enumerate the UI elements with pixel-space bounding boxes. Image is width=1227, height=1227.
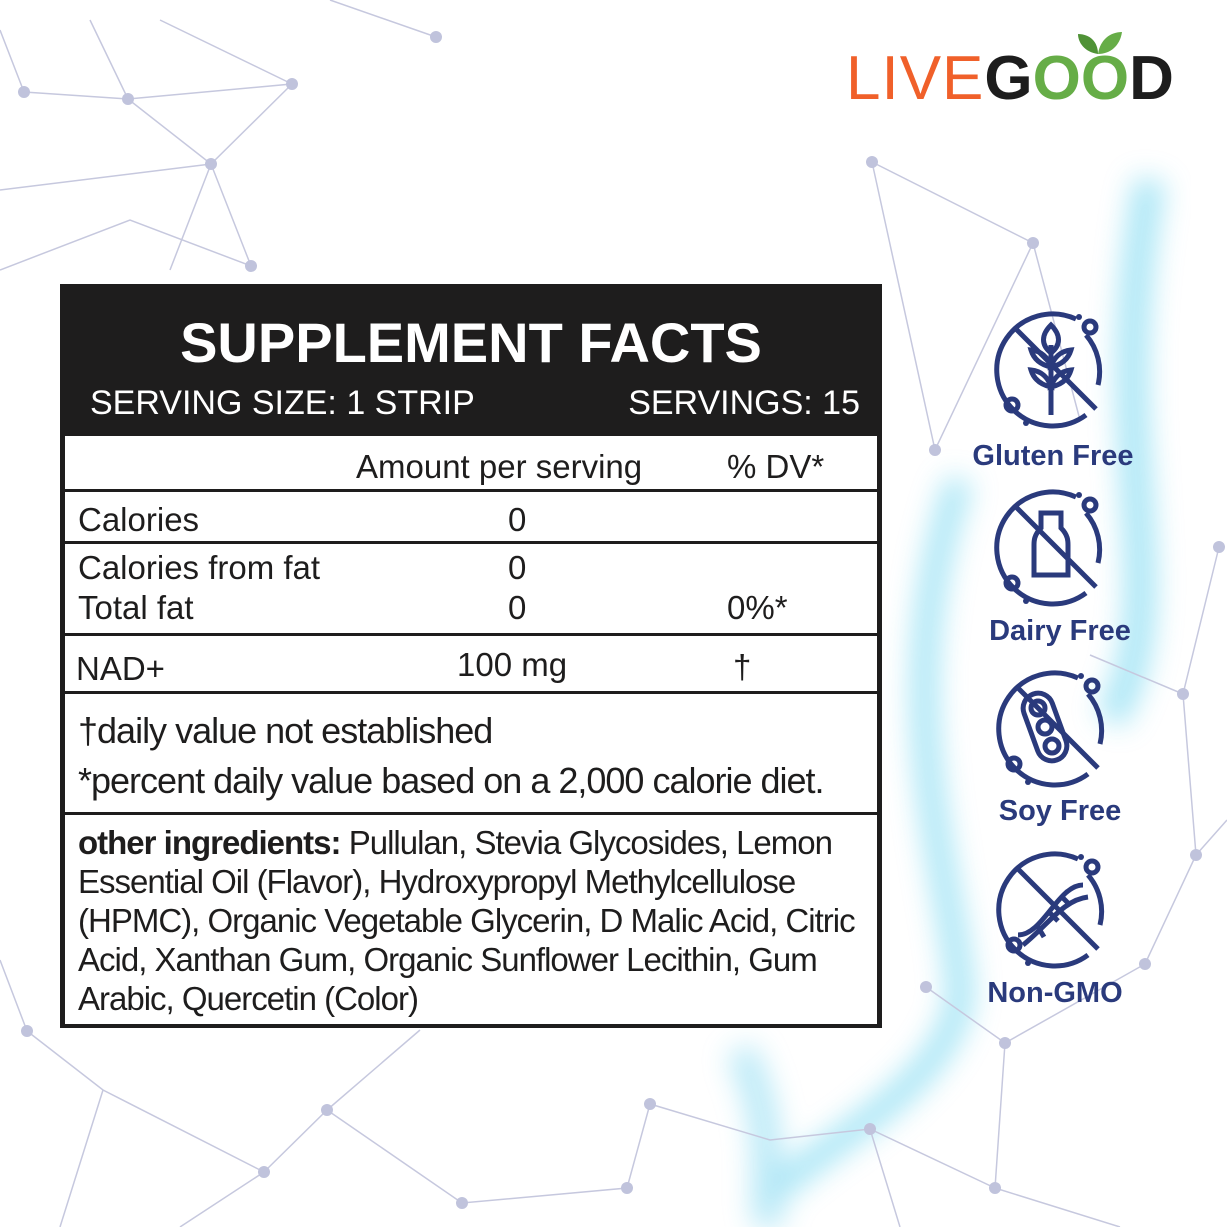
facts-title: SUPPLEMENT FACTS: [180, 311, 762, 374]
table-row: Calories 0: [65, 492, 877, 544]
footnotes: †daily value not established *percent da…: [65, 694, 877, 815]
table-header: Amount per serving % DV*: [65, 436, 877, 492]
supplement-facts-panel: SUPPLEMENT FACTS SERVING SIZE: 1 STRIP S…: [60, 284, 882, 1028]
no-soy-icon: [996, 670, 1105, 788]
no-wheat-icon: [994, 311, 1103, 429]
leaf-icon: [1078, 32, 1122, 54]
badge-soy-free: Soy Free: [998, 795, 1122, 827]
no-milk-icon: [994, 489, 1103, 607]
servings: SERVINGS: 15: [628, 384, 860, 422]
ingredients-label: other ingredients:: [78, 824, 342, 861]
no-dna-icon: [996, 851, 1105, 969]
ingredients-list: Pullulan, Stevia Glycosides, Lemon Essen…: [78, 824, 856, 1017]
livegood-logo: LIVE G OO D: [846, 32, 1174, 110]
badge-dairy-free: Dairy Free: [989, 615, 1131, 647]
serving-size: SERVING SIZE: 1 STRIP: [90, 384, 475, 422]
ingredients-section: other ingredients: Pullulan, Stevia Glyc…: [65, 815, 877, 1024]
badge-gluten-free: Gluten Free: [972, 440, 1134, 472]
table-row: Calories from fat 0 Total fat 0 0%*: [65, 544, 877, 636]
table-row: NAD+ 100 mg †: [65, 636, 877, 694]
badge-non-gmo: Non-GMO: [987, 977, 1123, 1009]
facts-table: Amount per serving % DV* Calories 0 Calo…: [65, 436, 877, 1024]
